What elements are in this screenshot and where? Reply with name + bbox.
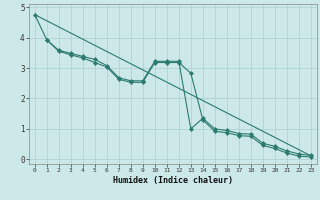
X-axis label: Humidex (Indice chaleur): Humidex (Indice chaleur) xyxy=(113,176,233,185)
